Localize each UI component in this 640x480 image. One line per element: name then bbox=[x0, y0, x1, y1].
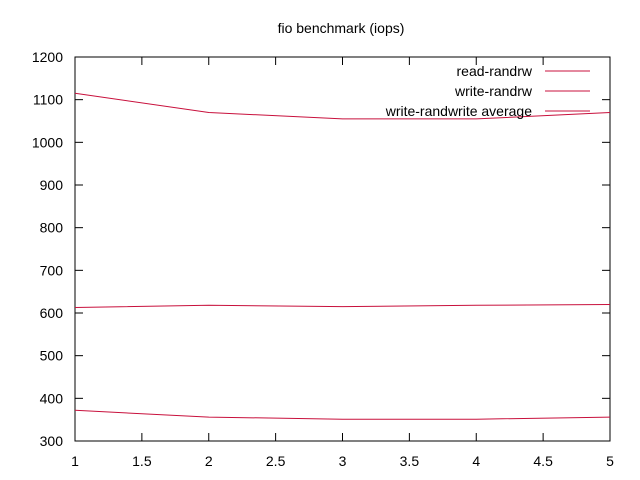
y-tick-label: 600 bbox=[40, 305, 64, 321]
y-tick-label: 800 bbox=[40, 220, 64, 236]
series-line-0 bbox=[74, 409, 611, 420]
y-tick-label: 1100 bbox=[33, 92, 63, 108]
y-tick-label: 700 bbox=[40, 262, 64, 278]
chart-title: fio benchmark (iops) bbox=[278, 20, 405, 36]
x-tick-label: 4 bbox=[472, 453, 480, 469]
legend-label: write-randrw bbox=[454, 83, 533, 99]
x-tick-label: 5 bbox=[606, 453, 614, 469]
x-tick-label: 3 bbox=[339, 453, 347, 469]
y-tick-label: 1000 bbox=[32, 134, 63, 150]
series-lines bbox=[74, 92, 611, 420]
x-tick-label: 2 bbox=[205, 453, 213, 469]
axes: 300 400 500 600 700 800 900 1000 1100 1200 1 1.5 2 2.… bbox=[32, 49, 614, 469]
series-line-2 bbox=[74, 92, 611, 120]
legend-label: read-randrw bbox=[457, 63, 533, 79]
legend-label: write-randwrite average bbox=[385, 103, 532, 119]
x-tick-label: 1 bbox=[71, 453, 79, 469]
series-line-1 bbox=[74, 304, 611, 308]
y-tick-label: 400 bbox=[40, 390, 64, 406]
x-tick-label: 2.5 bbox=[266, 453, 286, 469]
legend: read-randrw write-randrw write-randwrite a… bbox=[385, 63, 590, 119]
y-tick-label: 500 bbox=[40, 348, 64, 364]
x-tick-label: 1.5 bbox=[132, 453, 152, 469]
y-tick-label: 300 bbox=[40, 433, 64, 449]
y-tick-label: 900 bbox=[40, 177, 64, 193]
x-tick-label: 3.5 bbox=[400, 453, 420, 469]
y-tick-label: 1200 bbox=[32, 49, 63, 65]
x-tick-label: 4.5 bbox=[533, 453, 553, 469]
